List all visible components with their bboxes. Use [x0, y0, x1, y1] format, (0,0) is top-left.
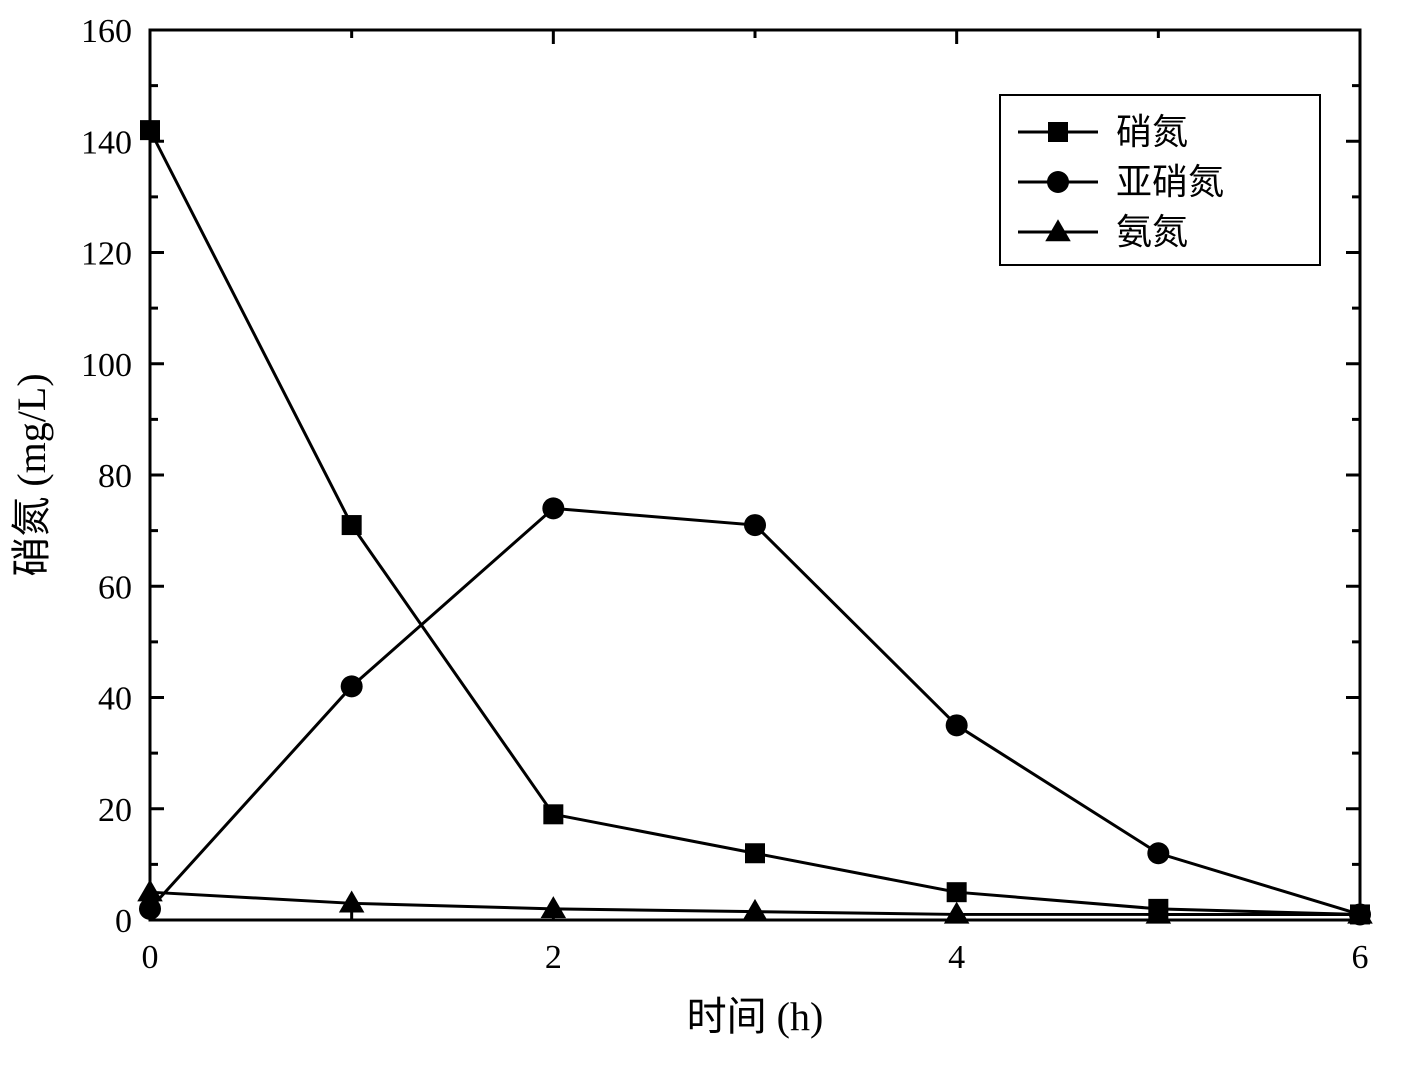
data-point: [745, 843, 765, 863]
data-point: [341, 675, 363, 697]
y-tick-label: 0: [115, 903, 132, 940]
y-tick-label: 140: [81, 124, 132, 161]
x-tick-label: 4: [948, 939, 965, 976]
line-chart: 0246020406080100120140160时间 (h)硝氮 (mg/L)…: [0, 0, 1405, 1083]
data-point: [947, 882, 967, 902]
x-tick-label: 6: [1352, 939, 1369, 976]
y-tick-label: 60: [98, 569, 132, 606]
legend-label: 硝氮: [1116, 112, 1188, 152]
x-tick-label: 0: [142, 939, 159, 976]
legend-label: 氨氮: [1116, 212, 1188, 252]
legend: 硝氮亚硝氮氨氮: [1000, 95, 1320, 265]
data-point: [744, 514, 766, 536]
data-point: [342, 515, 362, 535]
y-tick-label: 40: [98, 681, 132, 718]
y-tick-label: 160: [81, 13, 132, 50]
legend-label: 亚硝氮: [1116, 162, 1224, 202]
y-tick-label: 120: [81, 236, 132, 273]
data-point: [543, 804, 563, 824]
legend-marker-icon: [1048, 122, 1068, 142]
y-axis-label: 硝氮 (mg/L): [9, 373, 54, 576]
data-point: [140, 120, 160, 140]
y-tick-label: 100: [81, 347, 132, 384]
x-axis-label: 时间 (h): [687, 994, 824, 1039]
y-tick-label: 20: [98, 792, 132, 829]
data-point: [1147, 842, 1169, 864]
legend-marker-icon: [1047, 171, 1069, 193]
data-point: [542, 497, 564, 519]
data-point: [946, 714, 968, 736]
y-tick-label: 80: [98, 458, 132, 495]
x-tick-label: 2: [545, 939, 562, 976]
chart-container: 0246020406080100120140160时间 (h)硝氮 (mg/L)…: [0, 0, 1405, 1083]
